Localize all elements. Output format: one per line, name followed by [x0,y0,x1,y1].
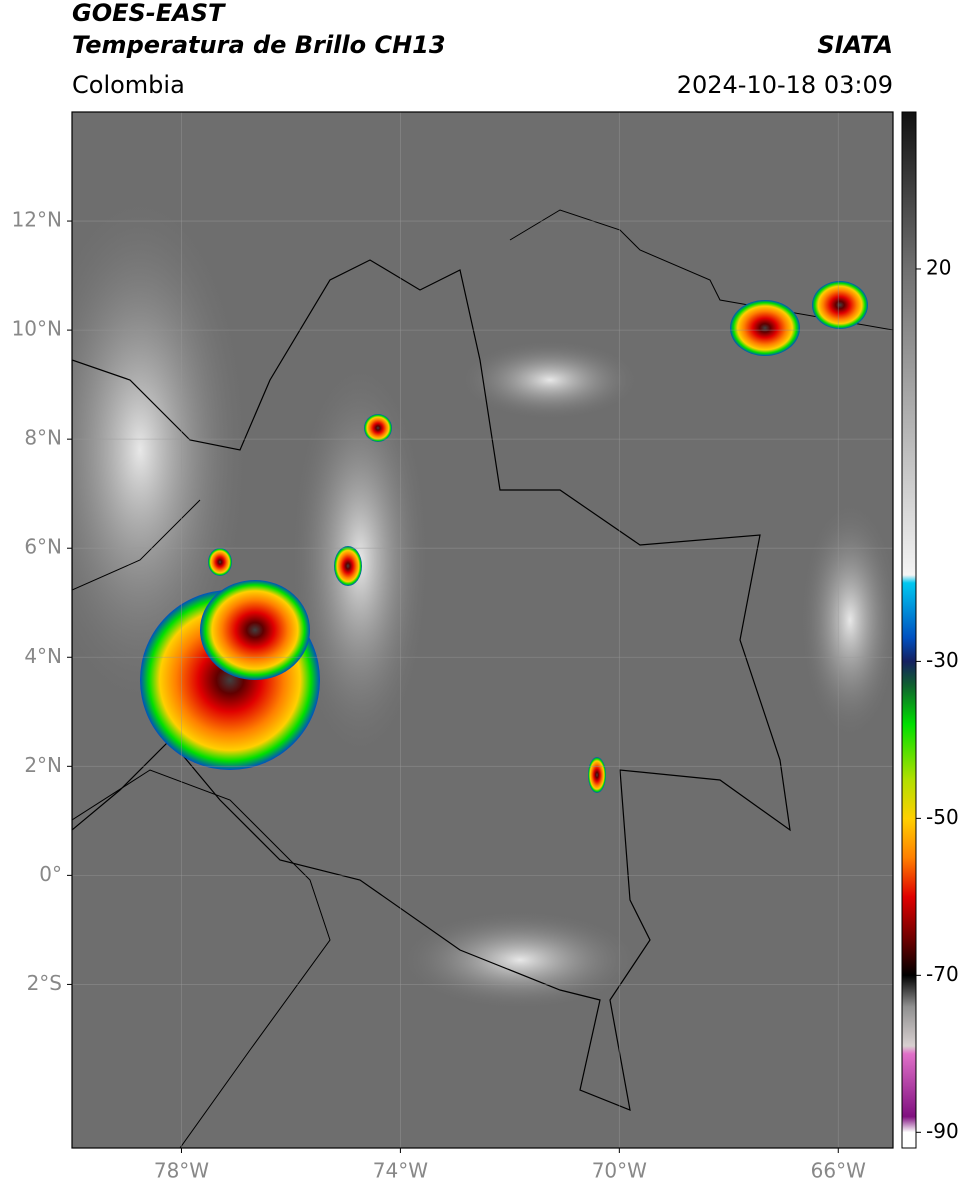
storm [208,548,232,576]
x-tick-label: 70°W [592,1159,647,1183]
colorbar [901,111,917,1149]
y-tick-label: 6°N [24,535,62,559]
colorbar-tick-label: -70 [926,962,959,986]
map-image [72,112,893,1148]
cloud [400,910,640,1010]
country-border [72,209,893,1148]
map-frame [71,111,894,1149]
storm [334,546,362,586]
colorbar-tick-label: -30 [926,648,959,672]
storm [812,281,868,329]
x-tick-label: 74°W [373,1159,428,1183]
cloud [460,340,640,420]
y-tick-label: 12°N [12,208,62,232]
grid [72,112,893,1148]
x-tick-label: 66°W [811,1159,866,1183]
source: SIATA [817,31,893,59]
storm [364,414,392,442]
colorbar-tick-label: -50 [926,805,959,829]
storm [200,580,310,680]
cloud [72,190,250,710]
storm [588,757,606,793]
y-tick-label: 4°N [24,644,62,668]
region: Colombia [72,71,185,99]
subtitle: Temperatura de Brillo CH13 [72,31,446,59]
y-tick-label: 2°S [27,971,62,995]
x-tick-label: 78°W [154,1159,209,1183]
colorbar-tick-label: 20 [926,255,951,279]
y-tick-label: 10°N [12,317,62,341]
storm [730,300,800,356]
y-tick-label: 2°N [24,753,62,777]
y-tick-label: 8°N [24,426,62,450]
y-tick-label: 0° [39,862,62,886]
title: GOES-EAST [72,0,226,27]
cloud [800,500,893,740]
datetime: 2024-10-18 03:09 [677,71,893,99]
colorbar-tick-label: -90 [926,1119,959,1143]
country-border [72,259,791,1111]
